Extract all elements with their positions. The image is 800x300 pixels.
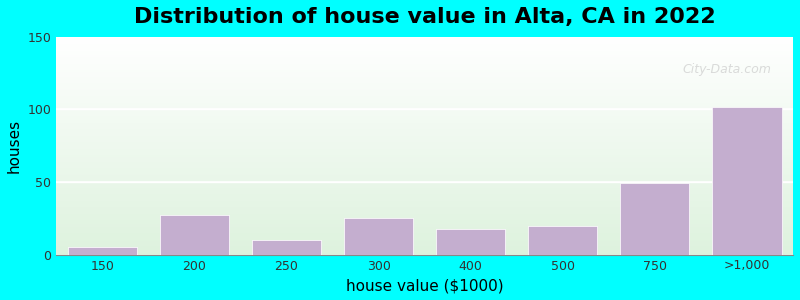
- Bar: [528, 226, 598, 255]
- Bar: [620, 184, 690, 255]
- Bar: [160, 215, 229, 255]
- Bar: [713, 106, 782, 255]
- Bar: [252, 240, 321, 255]
- Bar: [344, 218, 413, 255]
- Bar: [713, 106, 782, 255]
- Bar: [344, 218, 413, 255]
- Bar: [436, 229, 506, 255]
- Bar: [68, 248, 137, 255]
- Y-axis label: houses: houses: [7, 119, 22, 173]
- Bar: [160, 215, 229, 255]
- Bar: [436, 229, 506, 255]
- X-axis label: house value ($1000): house value ($1000): [346, 278, 503, 293]
- Text: City-Data.com: City-Data.com: [682, 63, 771, 76]
- Bar: [252, 240, 321, 255]
- Bar: [528, 226, 598, 255]
- Bar: [620, 184, 690, 255]
- Bar: [68, 248, 137, 255]
- Title: Distribution of house value in Alta, CA in 2022: Distribution of house value in Alta, CA …: [134, 7, 715, 27]
